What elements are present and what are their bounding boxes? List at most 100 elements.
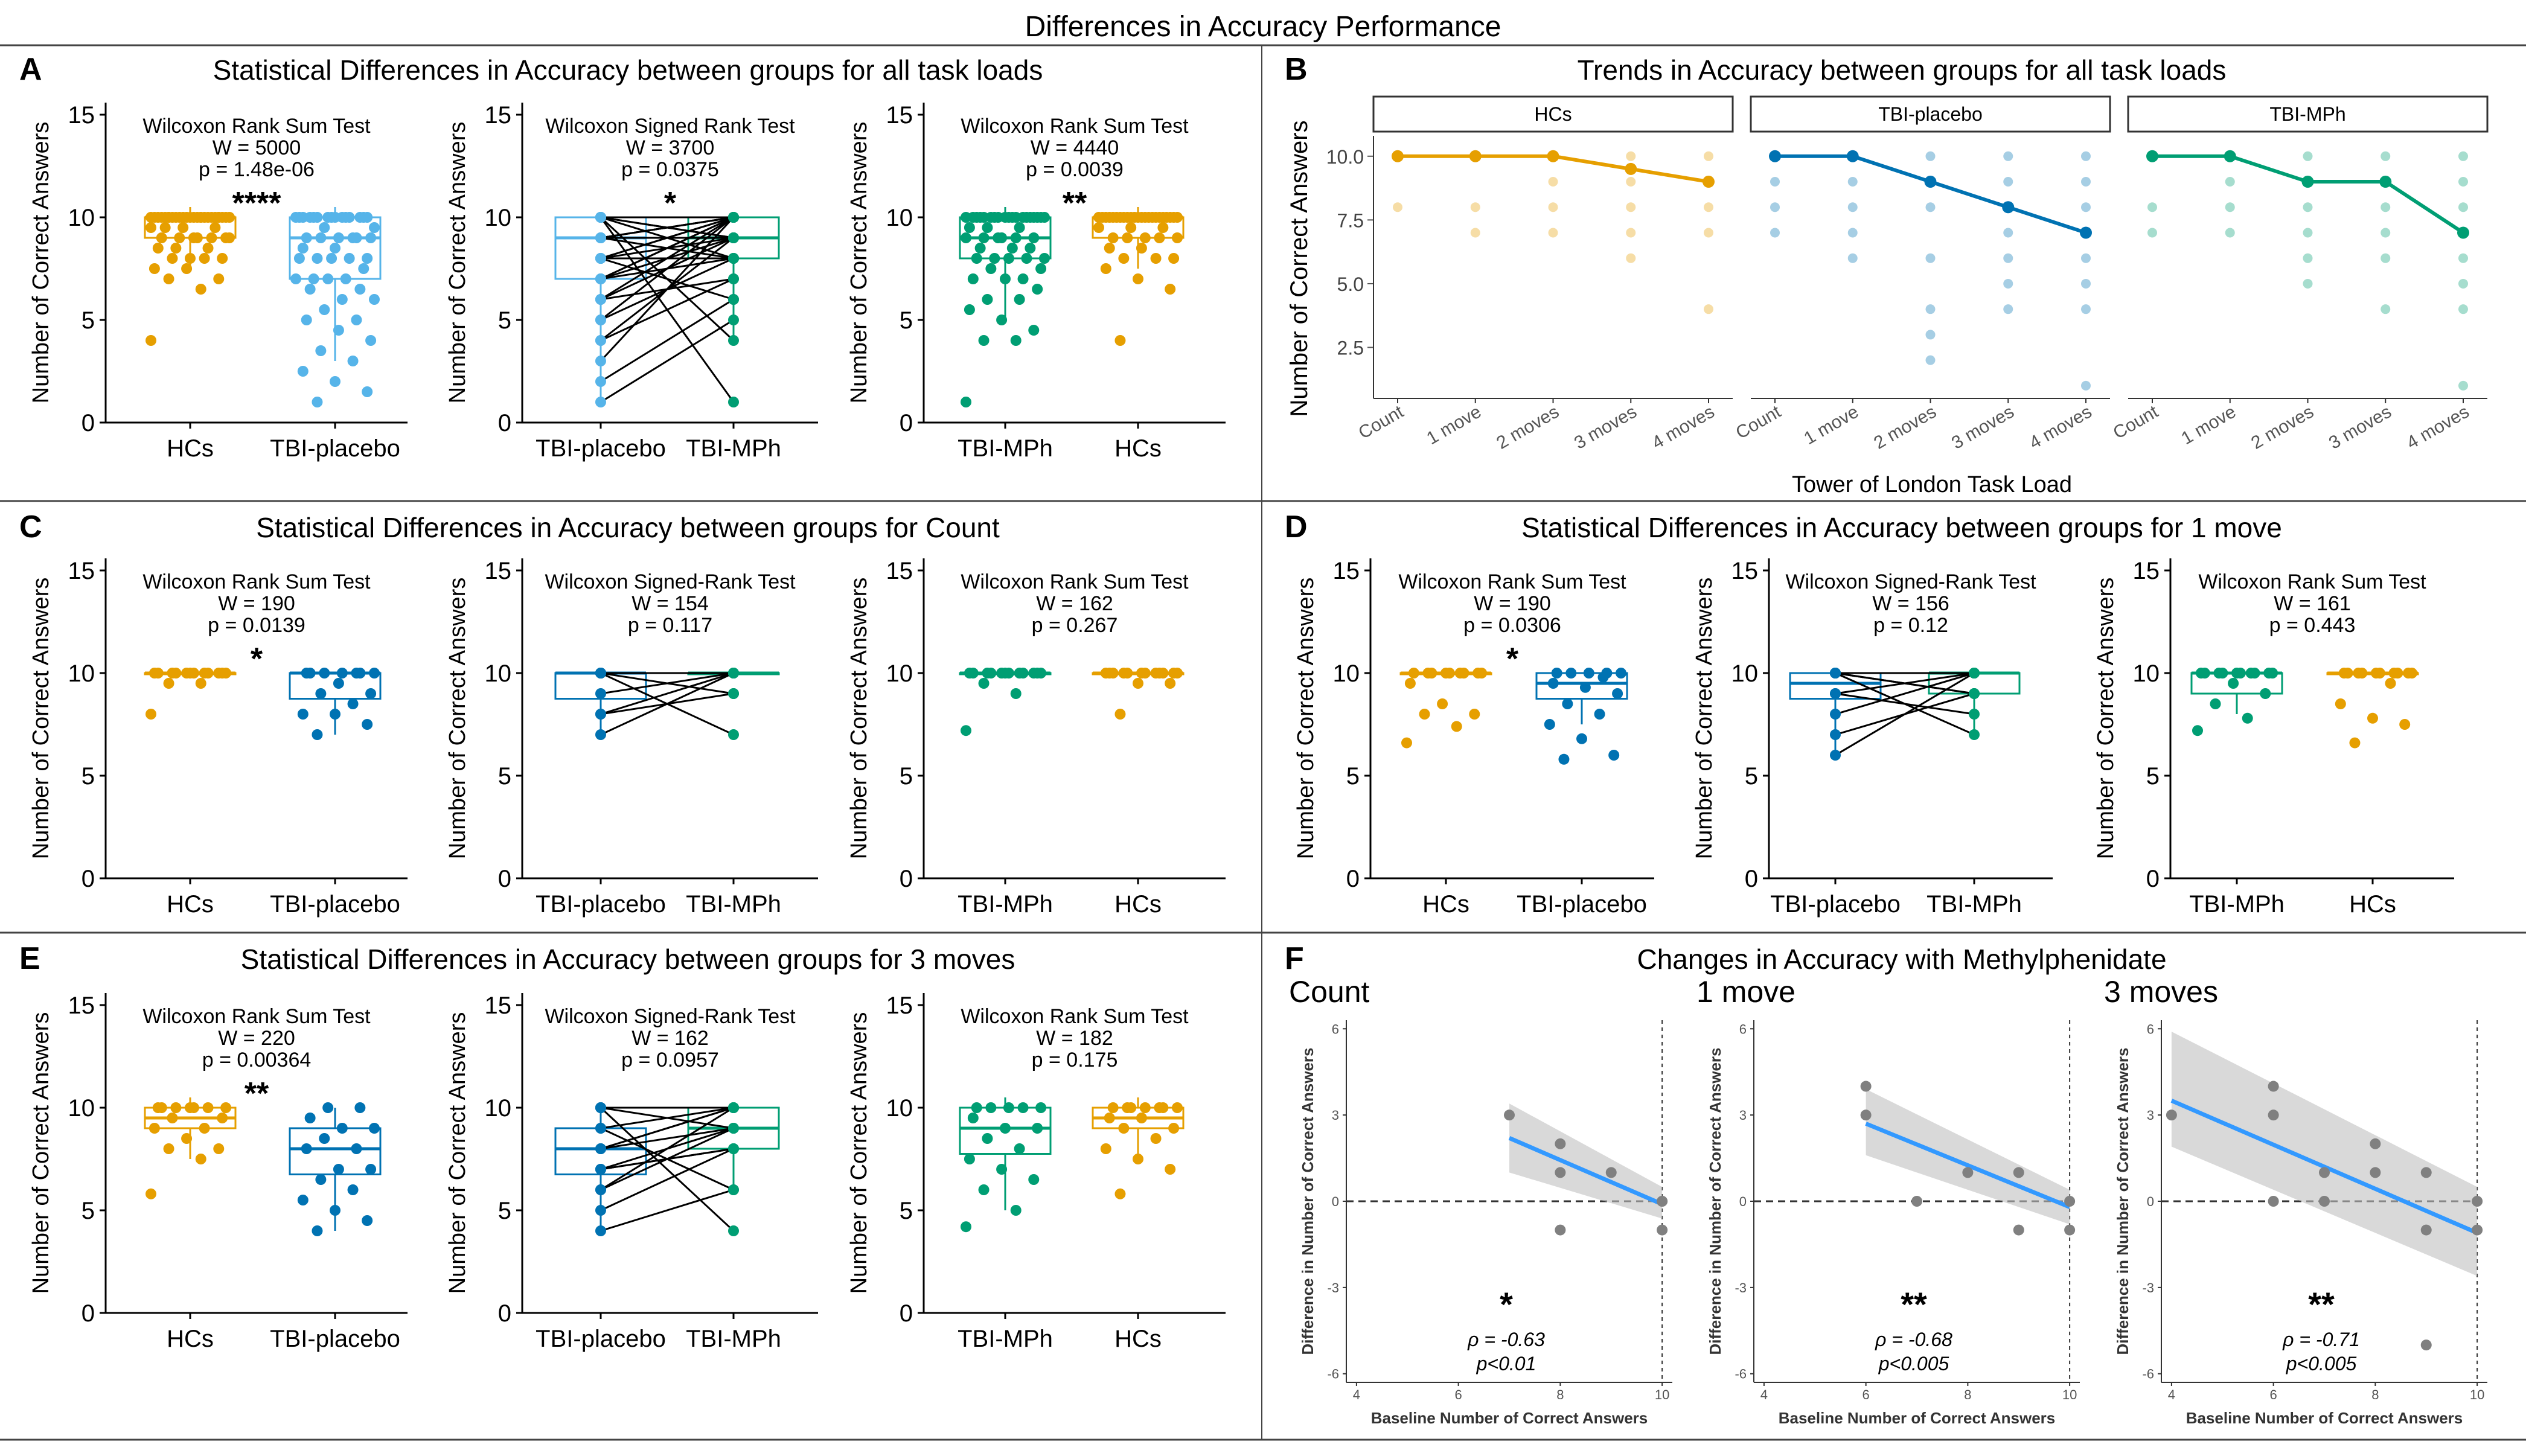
mean-point bbox=[1392, 150, 1404, 162]
x-tick-label: 4 bbox=[1353, 1387, 1360, 1402]
y-tick-label: 10 bbox=[485, 1095, 512, 1122]
data-point bbox=[369, 668, 380, 679]
data-point bbox=[595, 1184, 606, 1195]
data-point bbox=[1114, 335, 1126, 346]
data-point bbox=[1003, 1102, 1014, 1113]
y-tick-label: 5 bbox=[900, 1198, 913, 1224]
y-tick-label: 0 bbox=[900, 1300, 913, 1327]
data-point bbox=[2349, 737, 2361, 749]
paired-line bbox=[600, 217, 735, 403]
data-point bbox=[319, 222, 330, 233]
data-point bbox=[1010, 232, 1022, 243]
x-tick-label: TBI-placebo bbox=[270, 1326, 400, 1352]
data-point bbox=[1028, 212, 1040, 223]
data-point bbox=[1172, 668, 1183, 679]
data-point bbox=[369, 294, 380, 305]
data-point bbox=[365, 335, 377, 346]
data-point bbox=[2381, 304, 2391, 315]
data-point bbox=[1172, 1102, 1183, 1113]
data-point bbox=[297, 366, 309, 377]
x-tick-label: 6 bbox=[1455, 1387, 1462, 1402]
data-point bbox=[2242, 712, 2253, 724]
y-axis-label: Difference in Number of Correct Answers bbox=[1706, 1047, 1724, 1355]
data-point bbox=[333, 232, 344, 243]
data-point bbox=[1003, 668, 1014, 679]
data-point bbox=[1847, 177, 1858, 187]
data-point bbox=[595, 688, 606, 699]
p-value: p = 0.117 bbox=[628, 614, 712, 637]
x-tick-label: HCs bbox=[167, 435, 214, 462]
data-point bbox=[1551, 668, 1562, 679]
x-tick-label: 4 moves bbox=[2403, 401, 2473, 453]
significance-stars: * bbox=[1500, 1285, 1513, 1323]
data-point bbox=[978, 678, 990, 689]
data-point bbox=[344, 212, 355, 223]
test-statistic: W = 161 bbox=[2274, 592, 2351, 615]
data-point bbox=[1426, 668, 1437, 679]
test-statistic: W = 156 bbox=[1872, 592, 1949, 615]
data-point bbox=[330, 212, 341, 223]
data-point bbox=[1100, 263, 1111, 274]
data-point bbox=[2081, 151, 2091, 161]
y-tick-label: 15 bbox=[1333, 558, 1360, 584]
data-point bbox=[595, 294, 606, 305]
data-point bbox=[1093, 222, 1104, 233]
mean-point bbox=[2080, 226, 2092, 239]
y-tick-label: 6 bbox=[1739, 1021, 1747, 1036]
data-point bbox=[1107, 232, 1119, 243]
data-point bbox=[2381, 228, 2391, 238]
p-value: p = 0.12 bbox=[1873, 614, 1948, 637]
data-point bbox=[1555, 1138, 1566, 1149]
data-point bbox=[985, 263, 997, 274]
mean-point bbox=[1769, 150, 1781, 162]
p-value: p<0.005 bbox=[2286, 1353, 2357, 1375]
p-value: p = 0.443 bbox=[2269, 614, 2356, 637]
data-point bbox=[1133, 1154, 1143, 1164]
y-tick-label: 0 bbox=[1745, 866, 1758, 892]
data-point bbox=[301, 232, 312, 243]
y-tick-label: -3 bbox=[1735, 1280, 1747, 1295]
scatter-F1: Count -6 -3 0 3 6 4 6 8 10 Difference in Number of… bbox=[1289, 975, 1672, 1427]
y-tick-label: 0 bbox=[498, 866, 511, 892]
data-point bbox=[985, 668, 997, 679]
x-axis-label: Baseline Number of Correct Answers bbox=[2186, 1409, 2463, 1427]
significance-stars: **** bbox=[232, 186, 282, 221]
data-point bbox=[964, 304, 975, 315]
test-name: Wilcoxon Rank Sum Test bbox=[961, 115, 1189, 138]
data-point bbox=[1548, 202, 1558, 212]
boxplot-A1: 0 5 10 15 Number of Correct Answers Wilcoxon … bbox=[28, 102, 408, 462]
data-point bbox=[177, 222, 189, 233]
data-point bbox=[1010, 1205, 1022, 1216]
rho-value: ρ = -0.71 bbox=[2282, 1329, 2360, 1350]
data-point bbox=[595, 253, 606, 264]
data-point bbox=[354, 1102, 366, 1113]
y-tick-label: 5 bbox=[82, 763, 95, 790]
data-point bbox=[1114, 1188, 1126, 1199]
data-point bbox=[1157, 668, 1169, 679]
data-point bbox=[156, 232, 167, 243]
data-point bbox=[1925, 253, 1936, 263]
panel-letter-E: E bbox=[19, 941, 40, 976]
data-point bbox=[2335, 698, 2346, 709]
paired-line bbox=[600, 1127, 734, 1150]
panel-title-C: Statistical Differences in Accuracy betw… bbox=[256, 512, 1000, 543]
data-point bbox=[333, 678, 344, 689]
mean-point bbox=[2002, 201, 2015, 214]
test-name: Wilcoxon Signed-Rank Test bbox=[1785, 570, 2036, 593]
data-point bbox=[982, 222, 993, 233]
data-point bbox=[595, 335, 606, 346]
data-point bbox=[1172, 212, 1183, 223]
data-point bbox=[163, 678, 174, 689]
data-point bbox=[145, 335, 156, 346]
p-value: p = 0.0139 bbox=[208, 614, 305, 637]
y-tick-label: 10 bbox=[886, 1095, 913, 1122]
data-point bbox=[1583, 668, 1594, 679]
data-point bbox=[347, 698, 359, 709]
paired-line bbox=[600, 1106, 734, 1129]
x-tick-label: TBI-MPh bbox=[1926, 891, 2022, 918]
data-point bbox=[978, 212, 990, 223]
x-tick-label: 1 move bbox=[1424, 401, 1485, 449]
data-point bbox=[1547, 678, 1559, 689]
y-axis-label: Number of Correct Answers bbox=[1293, 578, 1319, 860]
